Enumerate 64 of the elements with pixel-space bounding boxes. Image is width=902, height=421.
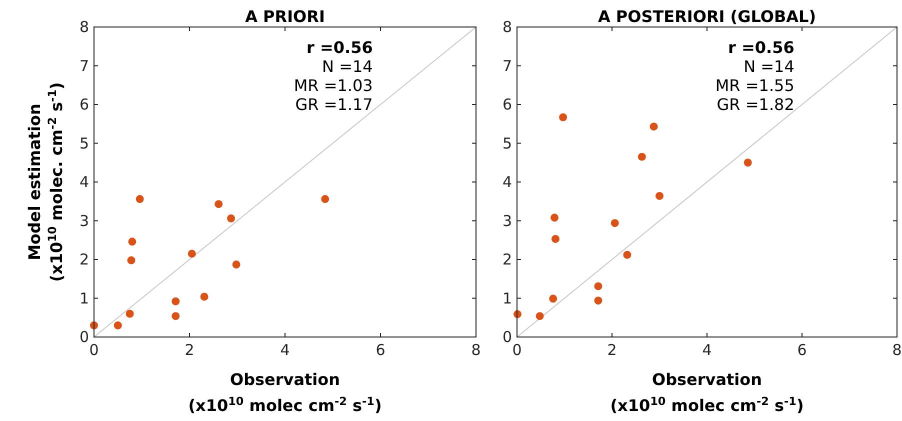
y-tick-label: 6	[79, 96, 89, 114]
y-tick-label: 8	[79, 18, 89, 36]
x-tick-label: 8	[471, 341, 481, 359]
y-tick-label: 4	[79, 173, 89, 191]
annotation: GR =1.17	[295, 95, 373, 114]
annotation: r =0.56	[306, 38, 373, 57]
chart-title: A PRIORI	[245, 7, 325, 26]
y-tick-label: 8	[502, 18, 512, 36]
point	[610, 219, 619, 228]
point	[638, 152, 646, 161]
y-tick-label: 0	[79, 328, 89, 346]
y-tick-label: 5	[502, 134, 512, 152]
point	[559, 113, 568, 122]
annotation: GR =1.82	[716, 95, 794, 114]
x-tick-label: 2	[184, 341, 194, 359]
annotation: MR =1.55	[715, 76, 794, 95]
point	[200, 292, 208, 301]
point	[594, 296, 602, 305]
y-tick-label: 4	[502, 173, 512, 191]
point	[656, 192, 664, 200]
y-tick-label: 3	[502, 212, 512, 230]
chart-title: A POSTERIORI (GLOBAL)	[598, 7, 816, 26]
point	[127, 256, 136, 264]
point	[551, 234, 560, 243]
x-tick-label: 4	[702, 341, 712, 359]
x-tick-label: 6	[376, 341, 386, 359]
point	[549, 294, 558, 303]
annotation: N =14	[322, 57, 373, 76]
y-tick-label: 7	[502, 56, 512, 75]
x-tick-label: 8	[892, 341, 902, 359]
point	[128, 238, 136, 246]
annotation: MR =1.03	[294, 76, 373, 95]
y-tick-label: 6	[502, 96, 512, 114]
point	[232, 260, 240, 269]
y-tick-label: 1	[79, 289, 89, 308]
x-axis-title: Observation (x10$^{10}$ molec cm$^{-2}$ s$^{-1}$)	[610, 370, 804, 415]
y-tick-label: 2	[79, 250, 89, 268]
y-tick-label: 7	[79, 56, 89, 75]
x-tick-label: 6	[797, 341, 807, 359]
point	[623, 250, 632, 259]
point	[321, 195, 330, 204]
point	[136, 195, 144, 204]
point	[744, 158, 752, 167]
point	[536, 312, 544, 320]
y-tick-label: 1	[502, 289, 512, 308]
point	[114, 321, 122, 330]
x-axis-title: Observation (x10$^{10}$ molec cm$^{-2}$ s$^{-1}$)	[188, 370, 382, 415]
point	[227, 214, 236, 222]
point	[172, 312, 180, 320]
y-tick-label: 5	[79, 134, 89, 152]
y-tick-label: 0	[502, 328, 512, 346]
point	[126, 310, 134, 318]
point	[550, 214, 559, 222]
point	[594, 282, 602, 290]
x-tick-label: 2	[607, 341, 617, 359]
y-tick-label: 2	[502, 250, 512, 268]
point	[172, 297, 180, 306]
point	[650, 122, 658, 131]
point	[214, 200, 223, 208]
y-tick-label: 3	[79, 212, 89, 230]
annotation: N =14	[744, 57, 794, 76]
annotation: r =0.56	[728, 38, 794, 57]
point	[188, 250, 196, 258]
x-tick-label: 4	[280, 341, 290, 359]
